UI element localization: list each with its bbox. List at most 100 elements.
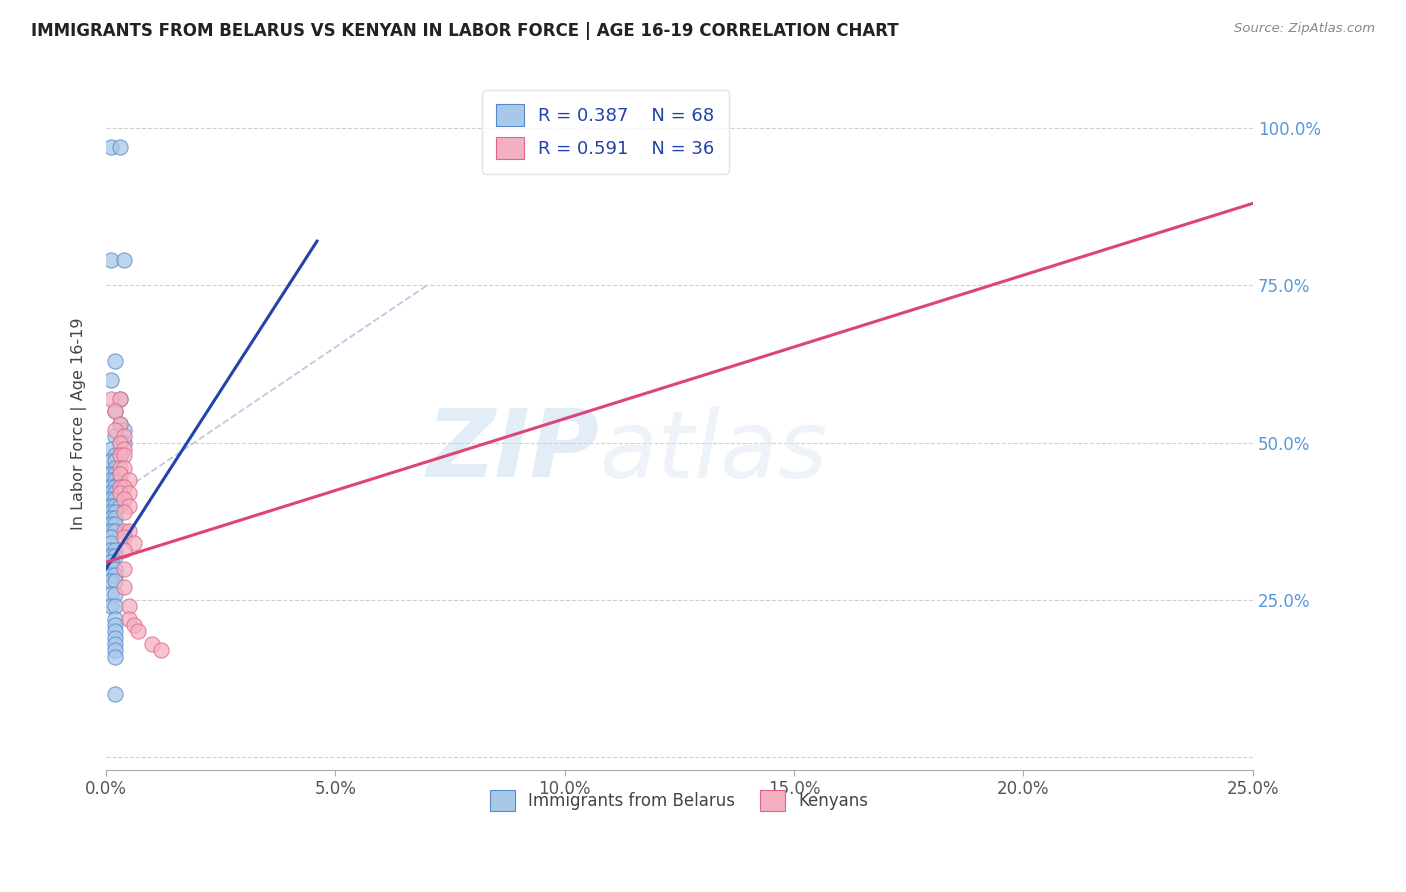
Point bbox=[100, 530, 122, 544]
Point bbox=[112, 524, 135, 538]
Point bbox=[100, 505, 122, 519]
Point bbox=[112, 505, 135, 519]
Point bbox=[100, 555, 122, 569]
Legend: Immigrants from Belarus, Kenyans: Immigrants from Belarus, Kenyans bbox=[477, 777, 882, 824]
Point bbox=[108, 435, 131, 450]
Point bbox=[100, 486, 122, 500]
Point bbox=[122, 536, 145, 550]
Point bbox=[104, 460, 127, 475]
Point bbox=[112, 442, 135, 456]
Point bbox=[108, 392, 131, 406]
Point bbox=[104, 688, 127, 702]
Text: IMMIGRANTS FROM BELARUS VS KENYAN IN LABOR FORCE | AGE 16-19 CORRELATION CHART: IMMIGRANTS FROM BELARUS VS KENYAN IN LAB… bbox=[31, 22, 898, 40]
Point bbox=[104, 448, 127, 462]
Point bbox=[108, 448, 131, 462]
Point bbox=[108, 480, 131, 494]
Point bbox=[100, 474, 122, 488]
Y-axis label: In Labor Force | Age 16-19: In Labor Force | Age 16-19 bbox=[72, 318, 87, 530]
Point bbox=[112, 581, 135, 595]
Point bbox=[141, 637, 163, 651]
Point bbox=[104, 612, 127, 626]
Text: Source: ZipAtlas.com: Source: ZipAtlas.com bbox=[1234, 22, 1375, 36]
Point bbox=[118, 599, 141, 614]
Point bbox=[118, 612, 141, 626]
Point bbox=[118, 499, 141, 513]
Point bbox=[127, 624, 149, 639]
Point bbox=[100, 599, 122, 614]
Point bbox=[108, 499, 131, 513]
Point bbox=[104, 624, 127, 639]
Point bbox=[100, 567, 122, 582]
Point bbox=[100, 517, 122, 532]
Point bbox=[104, 542, 127, 557]
Point bbox=[104, 486, 127, 500]
Point bbox=[100, 480, 122, 494]
Point bbox=[100, 561, 122, 575]
Point bbox=[112, 460, 135, 475]
Point bbox=[104, 404, 127, 418]
Point bbox=[104, 429, 127, 443]
Point bbox=[104, 480, 127, 494]
Point bbox=[104, 637, 127, 651]
Point bbox=[108, 486, 131, 500]
Point bbox=[122, 618, 145, 632]
Point bbox=[100, 492, 122, 507]
Point bbox=[112, 429, 135, 443]
Point bbox=[499, 139, 522, 153]
Point bbox=[108, 417, 131, 431]
Point bbox=[104, 618, 127, 632]
Point bbox=[104, 599, 127, 614]
Point bbox=[108, 467, 131, 481]
Point bbox=[112, 492, 135, 507]
Point bbox=[100, 392, 122, 406]
Point bbox=[112, 423, 135, 437]
Point bbox=[112, 561, 135, 575]
Point bbox=[118, 486, 141, 500]
Point bbox=[100, 467, 122, 481]
Point bbox=[104, 587, 127, 601]
Point bbox=[104, 561, 127, 575]
Point bbox=[100, 253, 122, 268]
Point bbox=[104, 404, 127, 418]
Point bbox=[118, 474, 141, 488]
Point bbox=[104, 649, 127, 664]
Point bbox=[100, 524, 122, 538]
Text: atlas: atlas bbox=[599, 406, 827, 497]
Point bbox=[104, 499, 127, 513]
Point bbox=[104, 454, 127, 468]
Point bbox=[108, 474, 131, 488]
Point bbox=[108, 448, 131, 462]
Point bbox=[100, 454, 122, 468]
Point bbox=[104, 567, 127, 582]
Point bbox=[104, 511, 127, 525]
Point bbox=[104, 505, 127, 519]
Point bbox=[100, 542, 122, 557]
Point bbox=[104, 631, 127, 645]
Point bbox=[104, 574, 127, 588]
Point bbox=[108, 139, 131, 153]
Point bbox=[112, 530, 135, 544]
Point bbox=[104, 353, 127, 368]
Point bbox=[100, 549, 122, 563]
Point bbox=[112, 448, 135, 462]
Point bbox=[112, 480, 135, 494]
Point bbox=[112, 253, 135, 268]
Point bbox=[150, 643, 173, 657]
Point bbox=[118, 524, 141, 538]
Point bbox=[104, 524, 127, 538]
Point bbox=[104, 517, 127, 532]
Point bbox=[104, 474, 127, 488]
Point bbox=[112, 542, 135, 557]
Point bbox=[100, 574, 122, 588]
Point bbox=[104, 549, 127, 563]
Point bbox=[108, 480, 131, 494]
Point bbox=[108, 392, 131, 406]
Point bbox=[104, 492, 127, 507]
Point bbox=[108, 467, 131, 481]
Point bbox=[104, 643, 127, 657]
Point bbox=[112, 435, 135, 450]
Point bbox=[100, 587, 122, 601]
Point bbox=[104, 467, 127, 481]
Point bbox=[100, 499, 122, 513]
Point bbox=[100, 373, 122, 387]
